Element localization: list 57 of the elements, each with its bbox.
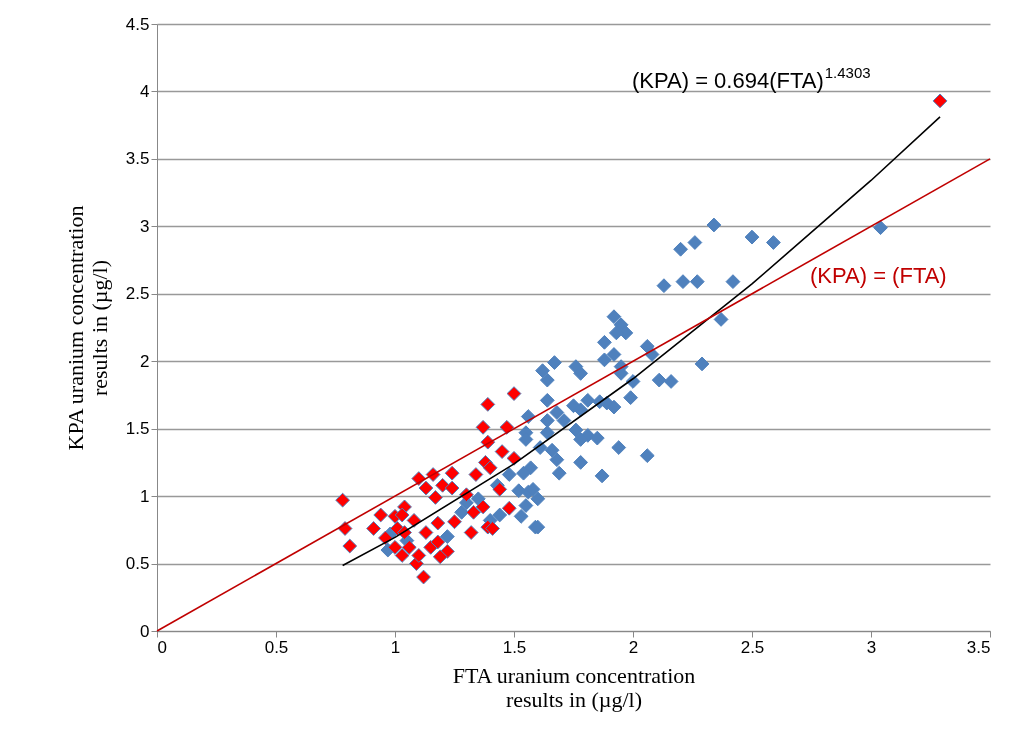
point <box>506 450 522 466</box>
point <box>492 481 508 497</box>
x-tick-label: 1.5 <box>502 637 527 657</box>
point <box>401 539 417 555</box>
point <box>444 480 460 496</box>
y-tick-label: 2.5 <box>125 284 150 304</box>
point <box>432 549 448 565</box>
point <box>482 460 498 476</box>
y-tick-label: 3.5 <box>125 149 150 169</box>
y-tick-label: 3 <box>140 216 150 236</box>
point <box>430 515 446 531</box>
point <box>501 500 517 516</box>
x-tick-label: 0 <box>157 637 167 657</box>
point <box>447 514 462 530</box>
point <box>428 490 443 505</box>
point <box>411 548 427 563</box>
point <box>373 507 389 523</box>
point <box>416 569 431 585</box>
point <box>394 507 410 523</box>
point <box>366 521 381 536</box>
y-axis-title: KPA uranium concentration results in (µg/l) <box>62 205 112 451</box>
point <box>475 499 491 515</box>
y-tick-label: 4.5 <box>125 14 150 34</box>
point <box>444 465 460 481</box>
point <box>335 492 351 508</box>
point <box>418 525 434 540</box>
point <box>506 386 522 401</box>
x-tick-label: 0.5 <box>264 637 289 657</box>
point <box>494 444 510 459</box>
annotation: (KPA) = (FTA) <box>810 263 947 288</box>
x-tick-label: 2 <box>628 637 639 657</box>
point <box>342 538 358 554</box>
x-tick-label: 3 <box>866 637 877 657</box>
point <box>463 525 479 540</box>
point <box>387 539 403 555</box>
point <box>406 513 422 528</box>
y-tick-label: 0 <box>140 621 150 641</box>
point <box>418 480 434 496</box>
x-tick-label: 2.5 <box>740 637 765 657</box>
point <box>466 504 481 520</box>
point <box>480 396 496 412</box>
x-tick-label: 1 <box>390 637 401 657</box>
point <box>394 548 410 563</box>
y-tick-label: 2 <box>140 351 150 371</box>
y-tick-label: 4 <box>140 81 150 101</box>
y-tick-label: 0.5 <box>125 554 150 574</box>
y-tick-label: 1.5 <box>125 419 150 439</box>
x-tick-label: 3.5 <box>966 637 991 657</box>
y-tick-label: 1 <box>140 486 150 506</box>
point <box>468 467 484 482</box>
point <box>499 419 515 435</box>
point <box>485 521 500 536</box>
x-axis-title: FTA uranium concentration results in (µg/l) <box>452 662 696 712</box>
point <box>435 477 450 493</box>
point <box>475 419 491 435</box>
point <box>932 93 948 109</box>
point <box>430 534 446 550</box>
